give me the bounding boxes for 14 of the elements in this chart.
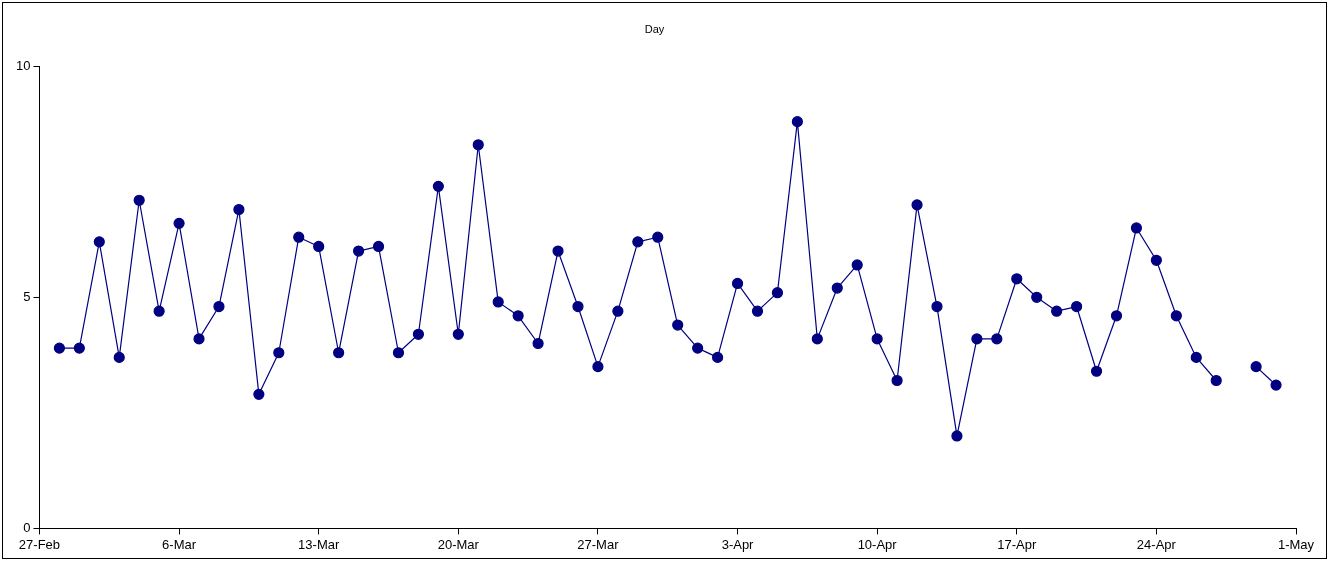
x-tick-label: 3-Apr bbox=[721, 536, 755, 552]
x-tick-label: 17-Apr bbox=[997, 536, 1037, 552]
x-tick-label: 27-Feb bbox=[18, 536, 61, 552]
x-tick-label: 13-Mar bbox=[298, 536, 340, 552]
x-tick-label: 27-Mar bbox=[577, 536, 620, 552]
x-tick-label: 1-May bbox=[1277, 536, 1315, 552]
chart-title: Day bbox=[644, 22, 665, 35]
x-tick-label: 20-Mar bbox=[437, 536, 480, 552]
x-tick-label: 6-Mar bbox=[162, 536, 197, 552]
y-tick-label: 10 bbox=[15, 57, 31, 73]
y-tick-label: 5 bbox=[23, 288, 31, 304]
x-tick-label: 24-Apr bbox=[1136, 536, 1177, 552]
y-tick-label: 0 bbox=[23, 519, 31, 535]
x-tick-label: 10-Apr bbox=[857, 536, 898, 552]
